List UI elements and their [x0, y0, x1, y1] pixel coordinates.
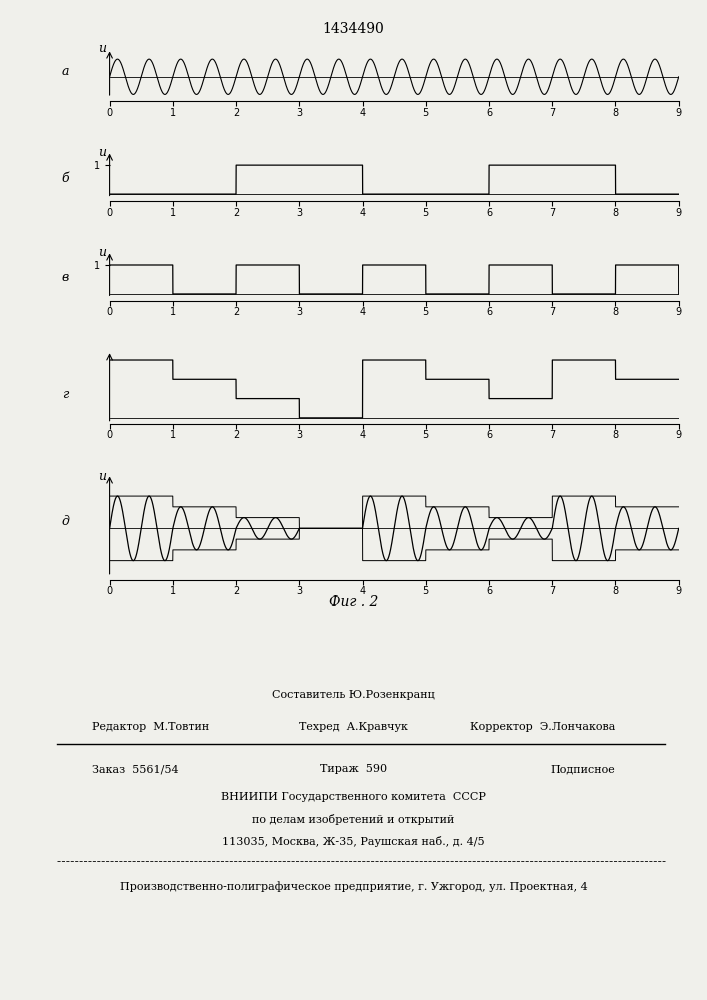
Text: Корректор  Э.Лончакова: Корректор Э.Лончакова — [469, 722, 615, 732]
Text: г: г — [62, 388, 69, 401]
Text: Производственно-полиграфическое предприятие, г. Ужгород, ул. Проектная, 4: Производственно-полиграфическое предприя… — [119, 881, 588, 892]
Text: Подписное: Подписное — [550, 764, 615, 774]
Text: д: д — [62, 515, 69, 528]
Text: Редактор  М.Товтин: Редактор М.Товтин — [92, 722, 209, 732]
Text: 113035, Москва, Ж-35, Раушская наб., д. 4/5: 113035, Москва, Ж-35, Раушская наб., д. … — [222, 836, 485, 847]
Text: u: u — [98, 42, 106, 55]
Text: б: б — [62, 172, 69, 185]
Text: а: а — [62, 65, 69, 78]
Text: Составитель Ю.Розенкранц: Составитель Ю.Розенкранц — [272, 690, 435, 700]
Text: u: u — [98, 146, 106, 159]
Text: u: u — [98, 246, 106, 259]
Text: 1434490: 1434490 — [322, 22, 385, 36]
Text: ВНИИПИ Государственного комитета  СССР: ВНИИПИ Государственного комитета СССР — [221, 792, 486, 802]
Text: Тираж  590: Тираж 590 — [320, 764, 387, 774]
Text: Фиг . 2: Фиг . 2 — [329, 595, 378, 609]
Text: в: в — [62, 271, 69, 284]
Text: Заказ  5561/54: Заказ 5561/54 — [92, 764, 179, 774]
Text: Техред  А.Кравчук: Техред А.Кравчук — [299, 722, 408, 732]
Text: по делам изобретений и открытий: по делам изобретений и открытий — [252, 814, 455, 825]
Text: u: u — [98, 470, 106, 483]
